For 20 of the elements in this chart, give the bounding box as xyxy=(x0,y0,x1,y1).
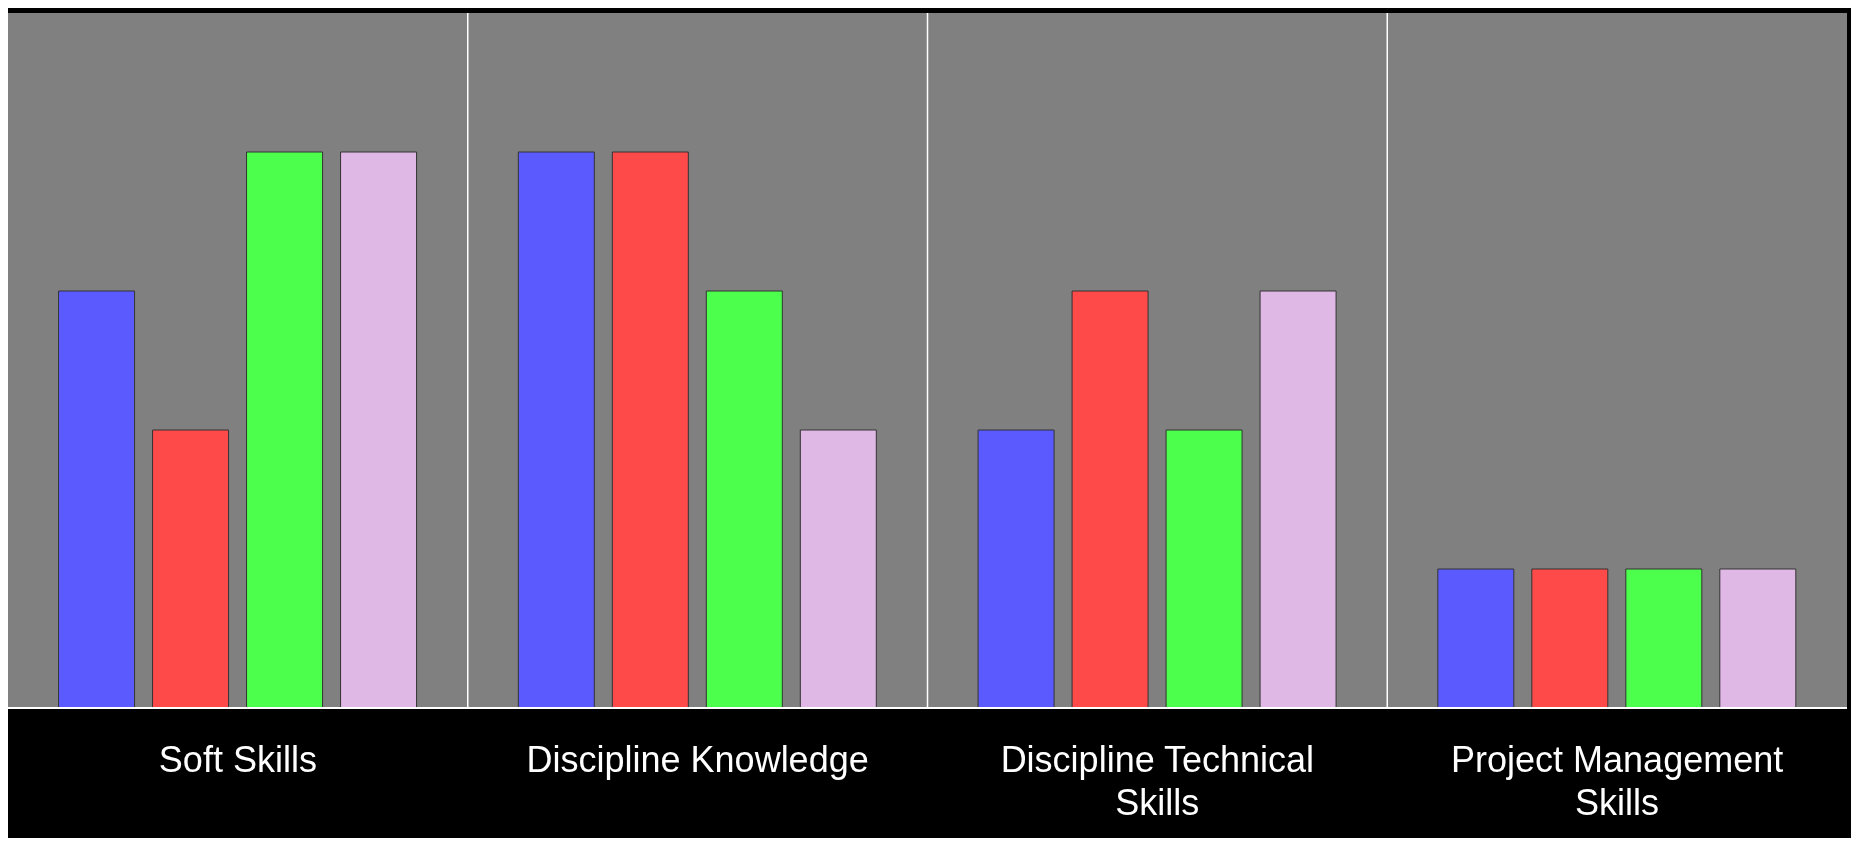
x-tick-label: Project Management Skills xyxy=(1451,739,1784,824)
bar xyxy=(799,429,877,709)
bar xyxy=(1719,568,1797,709)
bar xyxy=(611,151,689,709)
bar xyxy=(1437,568,1515,709)
bar xyxy=(977,429,1055,709)
x-tick-label: Soft Skills xyxy=(158,739,317,780)
bar xyxy=(1259,290,1337,709)
bar xyxy=(1165,429,1243,709)
bar xyxy=(1625,568,1703,709)
bar xyxy=(246,151,324,709)
bar xyxy=(1531,568,1609,709)
bar xyxy=(152,429,230,709)
bar xyxy=(58,290,136,709)
bar xyxy=(517,151,595,709)
x-tick-label: Discipline Knowledge xyxy=(526,739,869,780)
bar xyxy=(705,290,783,709)
x-tick-label: Discipline Technical Skills xyxy=(1000,739,1315,824)
bar xyxy=(1071,290,1149,709)
bar xyxy=(340,151,418,709)
